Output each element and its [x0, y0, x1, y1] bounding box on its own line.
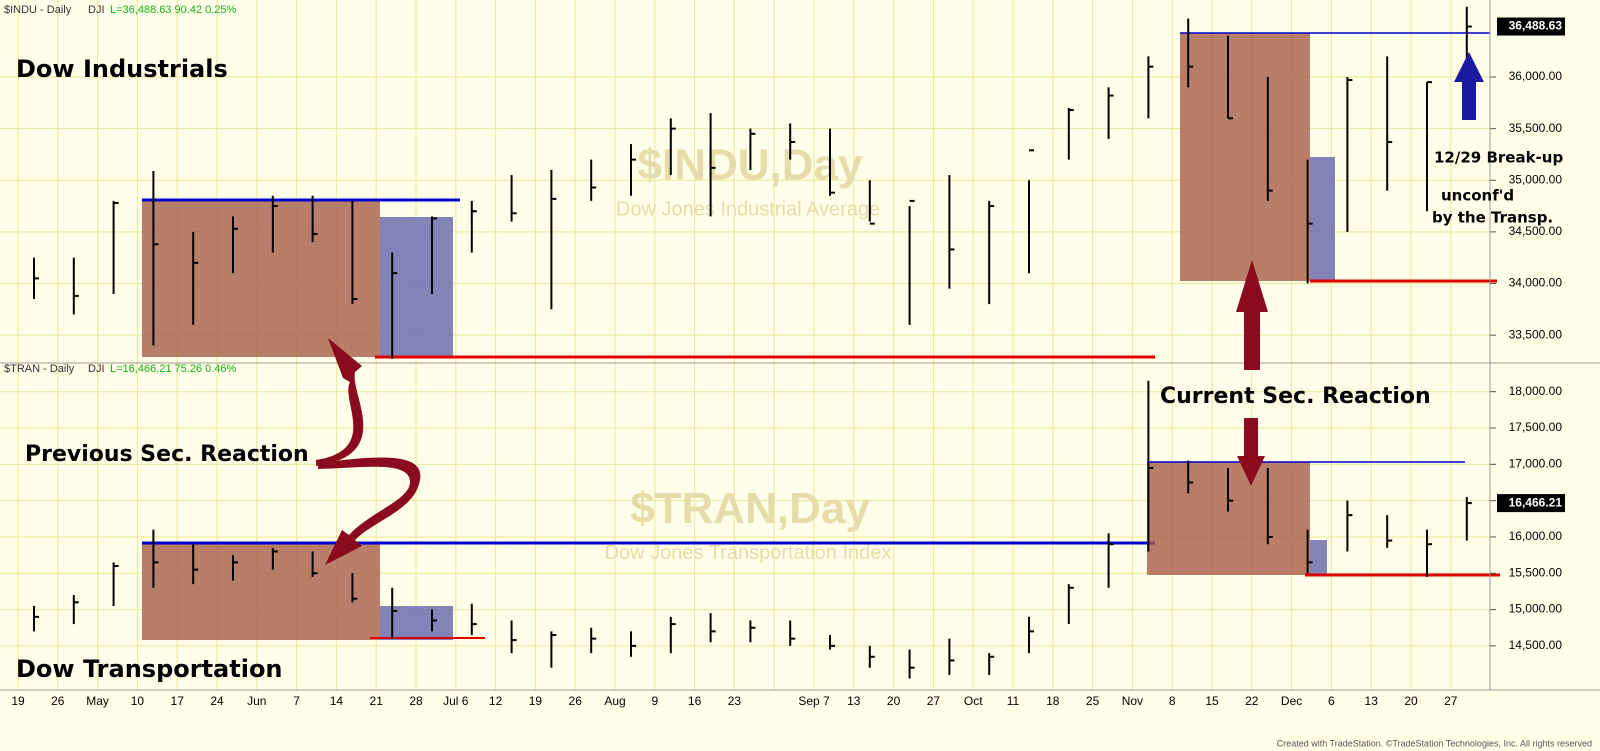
x-tick-label: Jun	[247, 694, 266, 708]
x-tick-label: 17	[171, 694, 185, 708]
header-symbol: $TRAN - Daily	[4, 363, 75, 375]
annotation: 12/29 Break-up	[1434, 149, 1563, 167]
y-tick-label: 36,000.00	[1509, 69, 1563, 83]
panel-title: Dow Industrials	[16, 55, 228, 83]
watermark-subtitle: Dow Jones Transportation Index	[605, 542, 892, 564]
x-tick-label: Aug	[604, 694, 625, 708]
annotation: Current Sec. Reaction	[1160, 384, 1431, 409]
x-tick-label: 13	[1365, 694, 1379, 708]
y-tick-label: 35,000.00	[1509, 172, 1563, 186]
x-tick-label: Sep 7	[798, 694, 830, 708]
x-tick-label: 23	[728, 694, 742, 708]
x-tick-label: Jul 6	[443, 694, 469, 708]
x-tick-label: 6	[1328, 694, 1335, 708]
x-tick-label: 20	[887, 694, 901, 708]
y-tick-label: 17,000.00	[1509, 456, 1563, 470]
watermark-subtitle: Dow Jones Industrial Average	[616, 198, 880, 220]
header-quote: L=16,466.21 75.26 0.46%	[110, 363, 237, 375]
last-price-box	[1497, 494, 1565, 513]
footer: Created with TradeStation. ©TradeStation…	[1277, 738, 1592, 748]
x-tick-label: 8	[1169, 694, 1176, 708]
x-tick-label: 16	[688, 694, 702, 708]
y-tick-label: 34,000.00	[1509, 276, 1563, 290]
x-tick-label: 7	[293, 694, 300, 708]
y-tick-label: 14,500.00	[1509, 638, 1563, 652]
x-tick-label: 26	[51, 694, 65, 708]
y-tick-label: 15,000.00	[1509, 602, 1563, 616]
y-tick-label: 16,000.00	[1509, 529, 1563, 543]
last-price-label: 36,488.63	[1509, 19, 1563, 33]
y-tick-label: 35,500.00	[1509, 121, 1563, 135]
header-quote: L=36,488.63 90.42 0.25%	[110, 4, 237, 16]
x-tick-label: 13	[847, 694, 861, 708]
x-tick-label: 21	[370, 694, 384, 708]
x-tick-label: 20	[1404, 694, 1418, 708]
header-exchange: DJI	[88, 4, 105, 16]
x-tick-label: 15	[1205, 694, 1219, 708]
x-tick-label: 24	[210, 694, 224, 708]
x-tick-label: 22	[1245, 694, 1259, 708]
x-tick-label: 9	[651, 694, 658, 708]
x-tick-label: Oct	[964, 694, 983, 708]
arrows	[316, 52, 1484, 565]
annotation: Previous Sec. Reaction	[25, 442, 309, 467]
x-tick-label: May	[86, 694, 109, 708]
header-symbol: $INDU - Daily	[4, 4, 72, 16]
last-price-box	[1497, 17, 1565, 36]
x-tick-label: 11	[1007, 694, 1020, 708]
x-tick-label: 19	[11, 694, 25, 708]
y-tick-label: 33,500.00	[1509, 327, 1563, 341]
x-tick-label: 18	[1046, 694, 1060, 708]
x-tick-label: 25	[1086, 694, 1100, 708]
x-tick-label: 14	[330, 694, 344, 708]
annotation: by the Transp.	[1432, 209, 1553, 227]
x-tick-label: 19	[529, 694, 543, 708]
x-tick-label: Dec	[1281, 694, 1302, 708]
y-tick-label: 18,000.00	[1509, 384, 1563, 398]
y-tick-label: 15,500.00	[1509, 565, 1563, 579]
x-tick-label: 12	[489, 694, 503, 708]
x-tick-label: 27	[927, 694, 941, 708]
y-tick-label: 17,500.00	[1509, 420, 1563, 434]
annotation-shapes	[142, 32, 1500, 640]
x-tick-label: 28	[409, 694, 423, 708]
header-exchange: DJI	[88, 363, 105, 375]
panel-title: Dow Transportation	[16, 655, 283, 683]
x-tick-label: 27	[1444, 694, 1458, 708]
x-tick-label: Nov	[1122, 694, 1143, 708]
annotation: unconf'd	[1441, 187, 1514, 205]
watermark: $TRAN,Day	[630, 484, 870, 533]
last-price-label: 16,466.21	[1509, 495, 1563, 509]
y-tick-label: 34,500.00	[1509, 224, 1563, 238]
x-tick-label: 10	[131, 694, 145, 708]
x-tick-label: 26	[569, 694, 583, 708]
